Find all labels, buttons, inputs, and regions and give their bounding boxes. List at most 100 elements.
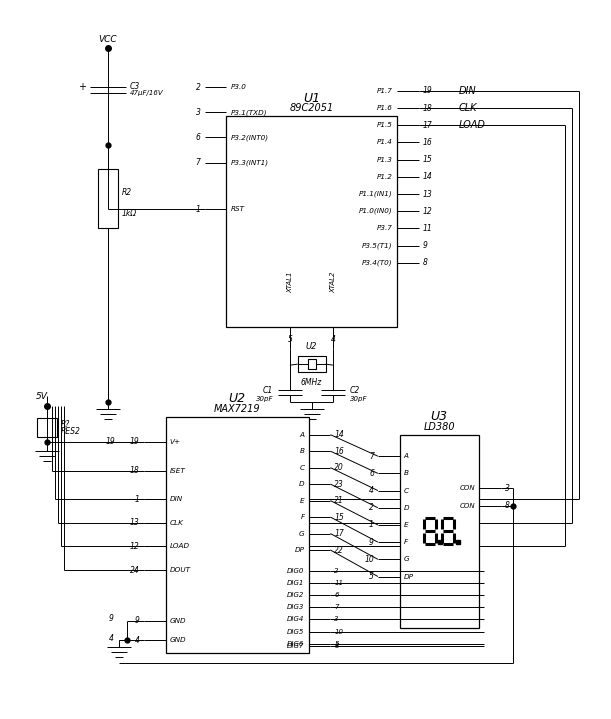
Text: MAX7219: MAX7219 <box>214 404 260 414</box>
Text: P1.7: P1.7 <box>377 88 393 94</box>
Text: DIN: DIN <box>170 496 183 502</box>
Text: 1kΩ: 1kΩ <box>122 209 137 218</box>
Bar <box>307 360 315 369</box>
Text: 16: 16 <box>334 446 344 456</box>
Text: RST: RST <box>230 206 244 212</box>
Text: P1.6: P1.6 <box>377 105 393 111</box>
Bar <box>166 417 309 653</box>
Text: 23: 23 <box>334 480 344 489</box>
Text: F: F <box>404 539 408 545</box>
Text: 6: 6 <box>196 133 200 142</box>
Text: U2: U2 <box>229 393 246 406</box>
Text: 15: 15 <box>334 513 344 521</box>
Text: D: D <box>404 505 409 510</box>
Text: 8: 8 <box>423 258 428 267</box>
Text: U3: U3 <box>431 411 448 423</box>
Text: P3.7: P3.7 <box>377 226 393 232</box>
Text: 21: 21 <box>334 496 344 505</box>
Text: 10: 10 <box>364 555 374 564</box>
Text: 47μF/16V: 47μF/16V <box>130 90 163 96</box>
Text: C2: C2 <box>349 385 360 395</box>
Text: +: + <box>78 82 86 92</box>
Text: LOAD: LOAD <box>458 120 485 130</box>
Text: 7: 7 <box>334 604 339 610</box>
Text: 15: 15 <box>423 155 433 164</box>
Text: 18: 18 <box>130 466 140 475</box>
Text: P1.4: P1.4 <box>377 139 393 145</box>
Text: DIG6: DIG6 <box>287 641 304 647</box>
Text: GND: GND <box>170 637 186 644</box>
Text: C1: C1 <box>263 385 273 395</box>
Text: D: D <box>299 481 304 487</box>
Text: A: A <box>404 453 409 459</box>
Text: 2: 2 <box>196 83 200 92</box>
Text: DP: DP <box>295 547 304 553</box>
Text: C: C <box>299 464 304 471</box>
Text: E: E <box>300 498 304 503</box>
Text: XTAL1: XTAL1 <box>287 272 293 293</box>
Text: 30pF: 30pF <box>349 396 367 402</box>
Text: R2: R2 <box>122 188 132 197</box>
Text: P3.1(TXD): P3.1(TXD) <box>230 109 267 116</box>
Text: DIG1: DIG1 <box>287 580 304 586</box>
Text: F: F <box>301 514 304 520</box>
Text: 12: 12 <box>130 542 140 551</box>
Text: V+: V+ <box>170 439 181 445</box>
Text: 14: 14 <box>334 430 344 439</box>
Text: R?: R? <box>61 421 70 429</box>
Text: DIG0: DIG0 <box>287 568 304 574</box>
Text: 6: 6 <box>334 592 339 598</box>
Text: 9: 9 <box>109 615 114 623</box>
Text: XTAL2: XTAL2 <box>330 272 336 293</box>
Text: 9: 9 <box>423 241 428 250</box>
Text: P3.2(INT0): P3.2(INT0) <box>230 134 269 141</box>
Text: 4: 4 <box>369 486 374 495</box>
Text: P1.0(IN0): P1.0(IN0) <box>359 208 393 214</box>
Text: DOUT: DOUT <box>170 567 191 573</box>
Text: P1.5: P1.5 <box>377 122 393 128</box>
Text: DIG7: DIG7 <box>287 643 304 649</box>
Text: B: B <box>299 448 304 454</box>
Text: P3.3(INT1): P3.3(INT1) <box>230 160 269 166</box>
Text: DIG2: DIG2 <box>287 592 304 598</box>
Bar <box>98 169 118 228</box>
Text: 19: 19 <box>106 437 116 446</box>
Text: 3: 3 <box>505 484 510 493</box>
Text: 6: 6 <box>369 469 374 478</box>
Text: 7: 7 <box>369 452 374 461</box>
Text: 7: 7 <box>196 158 200 167</box>
Text: DIG4: DIG4 <box>287 616 304 623</box>
Text: 16: 16 <box>423 138 433 147</box>
Text: DIG3: DIG3 <box>287 604 304 610</box>
Text: 6MHz: 6MHz <box>301 377 322 387</box>
Text: C: C <box>404 487 409 493</box>
Text: 11: 11 <box>423 224 433 233</box>
Text: CLK: CLK <box>170 520 183 526</box>
Text: 3: 3 <box>196 108 200 117</box>
Text: 4: 4 <box>109 633 114 643</box>
Text: 13: 13 <box>423 190 433 198</box>
Text: U1: U1 <box>303 91 320 104</box>
Text: 5: 5 <box>334 641 339 647</box>
Text: 8: 8 <box>505 501 510 510</box>
Text: DIG5: DIG5 <box>287 628 304 635</box>
Text: 13: 13 <box>130 518 140 527</box>
Text: G: G <box>299 531 304 536</box>
Text: B: B <box>404 470 409 477</box>
Text: 19: 19 <box>423 86 433 96</box>
Text: DIN: DIN <box>458 86 476 96</box>
Text: P1.3: P1.3 <box>377 157 393 162</box>
Text: E: E <box>404 522 408 528</box>
Text: 18: 18 <box>423 104 433 113</box>
Text: 11: 11 <box>334 580 343 586</box>
Bar <box>298 356 326 372</box>
Text: 17: 17 <box>334 529 344 538</box>
Text: CON: CON <box>459 485 475 491</box>
Text: 4: 4 <box>135 636 140 645</box>
Text: 19: 19 <box>130 437 140 446</box>
Text: 17: 17 <box>423 121 433 130</box>
Text: 5: 5 <box>369 572 374 581</box>
Text: G: G <box>404 557 409 562</box>
Text: A: A <box>299 431 304 438</box>
Text: 9: 9 <box>369 538 374 546</box>
